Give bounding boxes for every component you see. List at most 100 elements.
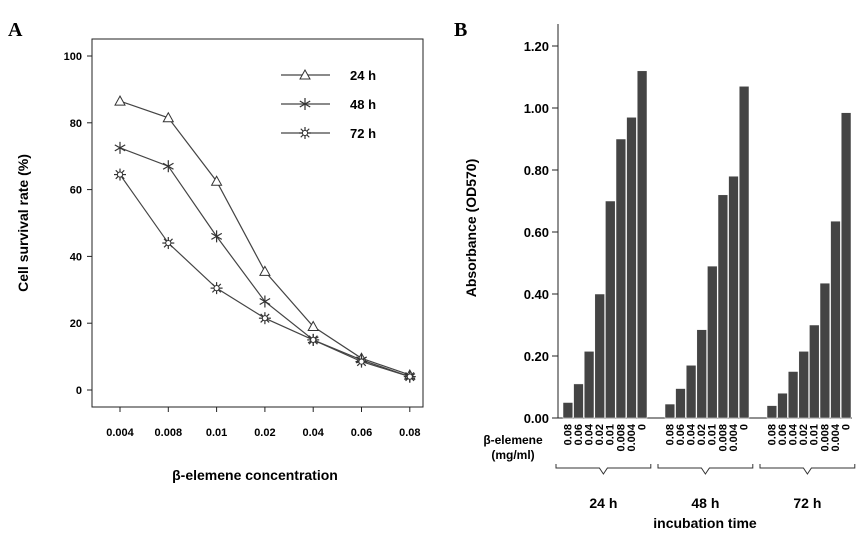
panel-b-y-ticks: 0.00 0.20 0.40 0.60 0.80 1.00 1.20 [524,39,558,426]
panel-b-bar-chart: Absorbance (OD570) 0.00 0.20 0.40 0.60 0.80 1… [463,24,856,531]
panel-a-y-tick-label: 0 [76,385,82,397]
panel-b-bar [675,388,686,419]
panel-a-y-tick-label: 80 [70,118,82,130]
panel-a-point-s2 [162,160,174,173]
panel-b-category-tick-label: 0.004 [626,423,638,451]
panel-b-group-brace [759,464,856,475]
panel-b-bar [664,403,676,419]
legend-marker [299,98,311,110]
panel-b-bar [819,282,831,419]
panel-b-bar [573,383,584,419]
panel-b-category-tick-label: 0.08 [562,424,574,445]
panel-b-category-tick-label: 0.06 [675,424,687,445]
panel-b-category-tick-label: 0.008 [615,424,627,452]
panel-b-category-tick-label: 0.02 [696,424,708,445]
panel-b-category-tick-label: 0.004 [830,423,842,451]
panel-a-x-tick-label: 0.01 [206,427,227,439]
panel-a-x-tick-label: 0.04 [302,427,324,439]
legend-marker [299,127,311,139]
panel-a-point-s3 [258,312,271,325]
panel-b-bar [777,392,788,419]
panel-a-point-s3 [162,237,175,250]
panel-b-category-tick-label: 0.08 [766,424,778,445]
panel-b-bar [562,402,574,419]
panel-b-group-label: 72 h [793,495,821,511]
panel-b-y-tick-label: 1.00 [524,101,549,116]
panel-a-point-s3 [403,370,416,383]
panel-b-bar [840,112,852,419]
panel-a-x-tick-label: 0.08 [399,427,420,439]
panel-a-point-s1 [210,175,223,186]
panel-a-x-tick-label: 0.02 [254,427,275,439]
panel-b-category-axis-unit: (mg/ml) [491,448,534,462]
panel-b-bar [583,351,595,419]
panel-b-bars [562,70,852,419]
panel-b-y-tick-label: 1.20 [524,39,549,54]
panel-b-y-tick-label: 0.60 [524,225,549,240]
panel-b-bar [707,265,718,419]
panel-a-point-s1 [307,320,320,332]
panel-b-group-brace [555,464,652,475]
panel-b-category-tick-label: 0.06 [573,424,585,445]
panel-a-y-ticks: 0 20 40 60 80 100 [64,51,92,397]
panel-b-bar [685,365,697,419]
panel-b-bar [605,200,616,419]
panel-b-category-tick-label: 0.04 [686,423,698,445]
panel-b-bar [728,175,739,419]
panel-a-point-s3 [210,282,223,295]
panel-a-x-ticks: 0.004 0.008 0.01 0.02 0.04 0.06 0.08 [106,407,421,439]
panel-b-category-tick-label: 0.04 [788,423,800,445]
panel-b-y-axis-label: Absorbance (OD570) [463,159,479,297]
legend-label: 72 h [350,126,376,141]
panel-a-point-s2 [211,230,223,243]
panel-b-bar [696,329,707,419]
panel-a-point-s3 [307,333,320,346]
panel-a-x-tick-label: 0.06 [351,427,372,439]
legend-label: 48 h [350,97,376,112]
panel-b-bar [809,324,820,419]
panel-b-y-tick-label: 0.80 [524,163,549,178]
panel-b-category-tick-label: 0.08 [664,424,676,445]
panel-b-category-tick-label: 0.01 [605,424,617,445]
panel-a-legend: 24 h 48 h 72 h [281,68,376,141]
panel-b-category-tick-label: 0.008 [717,424,729,452]
panel-b-bar [766,405,778,419]
panel-a-point-s3 [355,355,368,368]
panel-a-point-s2 [114,141,126,154]
panel-a-plot-frame [91,38,424,408]
panel-b-category-tick-label: 0.04 [584,423,596,445]
panel-b-y-tick-label: 0.20 [524,349,549,364]
panel-a-x-tick-label: 0.008 [155,427,183,439]
panel-b-category-tick-label: 0.02 [798,424,810,445]
panel-a-line-chart: Cell survival rate (%) β-elemene concent… [15,38,424,483]
panel-a-y-tick-label: 60 [70,185,82,197]
panel-b-category-axis-label: β-elemene [483,433,543,447]
legend-label: 24 h [350,68,376,83]
panel-b-bar [636,70,648,419]
panel-a-series-line-1 [119,100,410,376]
panel-b-y-tick-label: 0.40 [524,287,549,302]
panel-b-category-tick-label: 0.06 [777,424,789,445]
panel-a-y-tick-label: 100 [64,51,82,63]
panel-b-category-tick-label: 0.01 [809,424,821,445]
panel-a-y-axis-label: Cell survival rate (%) [15,154,31,292]
panel-b-x-axis-label: incubation time [653,515,757,531]
panel-b-group-label: 48 h [691,495,719,511]
panel-b-bar [738,86,750,419]
panel-b-y-tick-label: 0.00 [524,411,549,426]
panel-a-y-tick-label: 20 [70,318,82,330]
panel-a-series-line-2 [119,147,410,378]
panel-b-group-braces: 24 h 48 h 72 h [555,464,856,511]
panel-a-x-axis-label: β-elemene concentration [172,467,338,483]
panel-b-bar [717,194,729,419]
panel-b-category-tick-label: 0.008 [819,424,831,452]
panel-b-group-label: 24 h [589,495,617,511]
legend-marker [299,68,311,80]
panel-b-category-tick-label: 0.01 [707,424,719,445]
panel-b-category-tick-label: 0 [739,424,751,430]
panel-a-y-tick-label: 40 [70,251,82,263]
panel-b-bar [615,138,627,419]
panel-b-category-tick-label: 0 [841,424,853,430]
